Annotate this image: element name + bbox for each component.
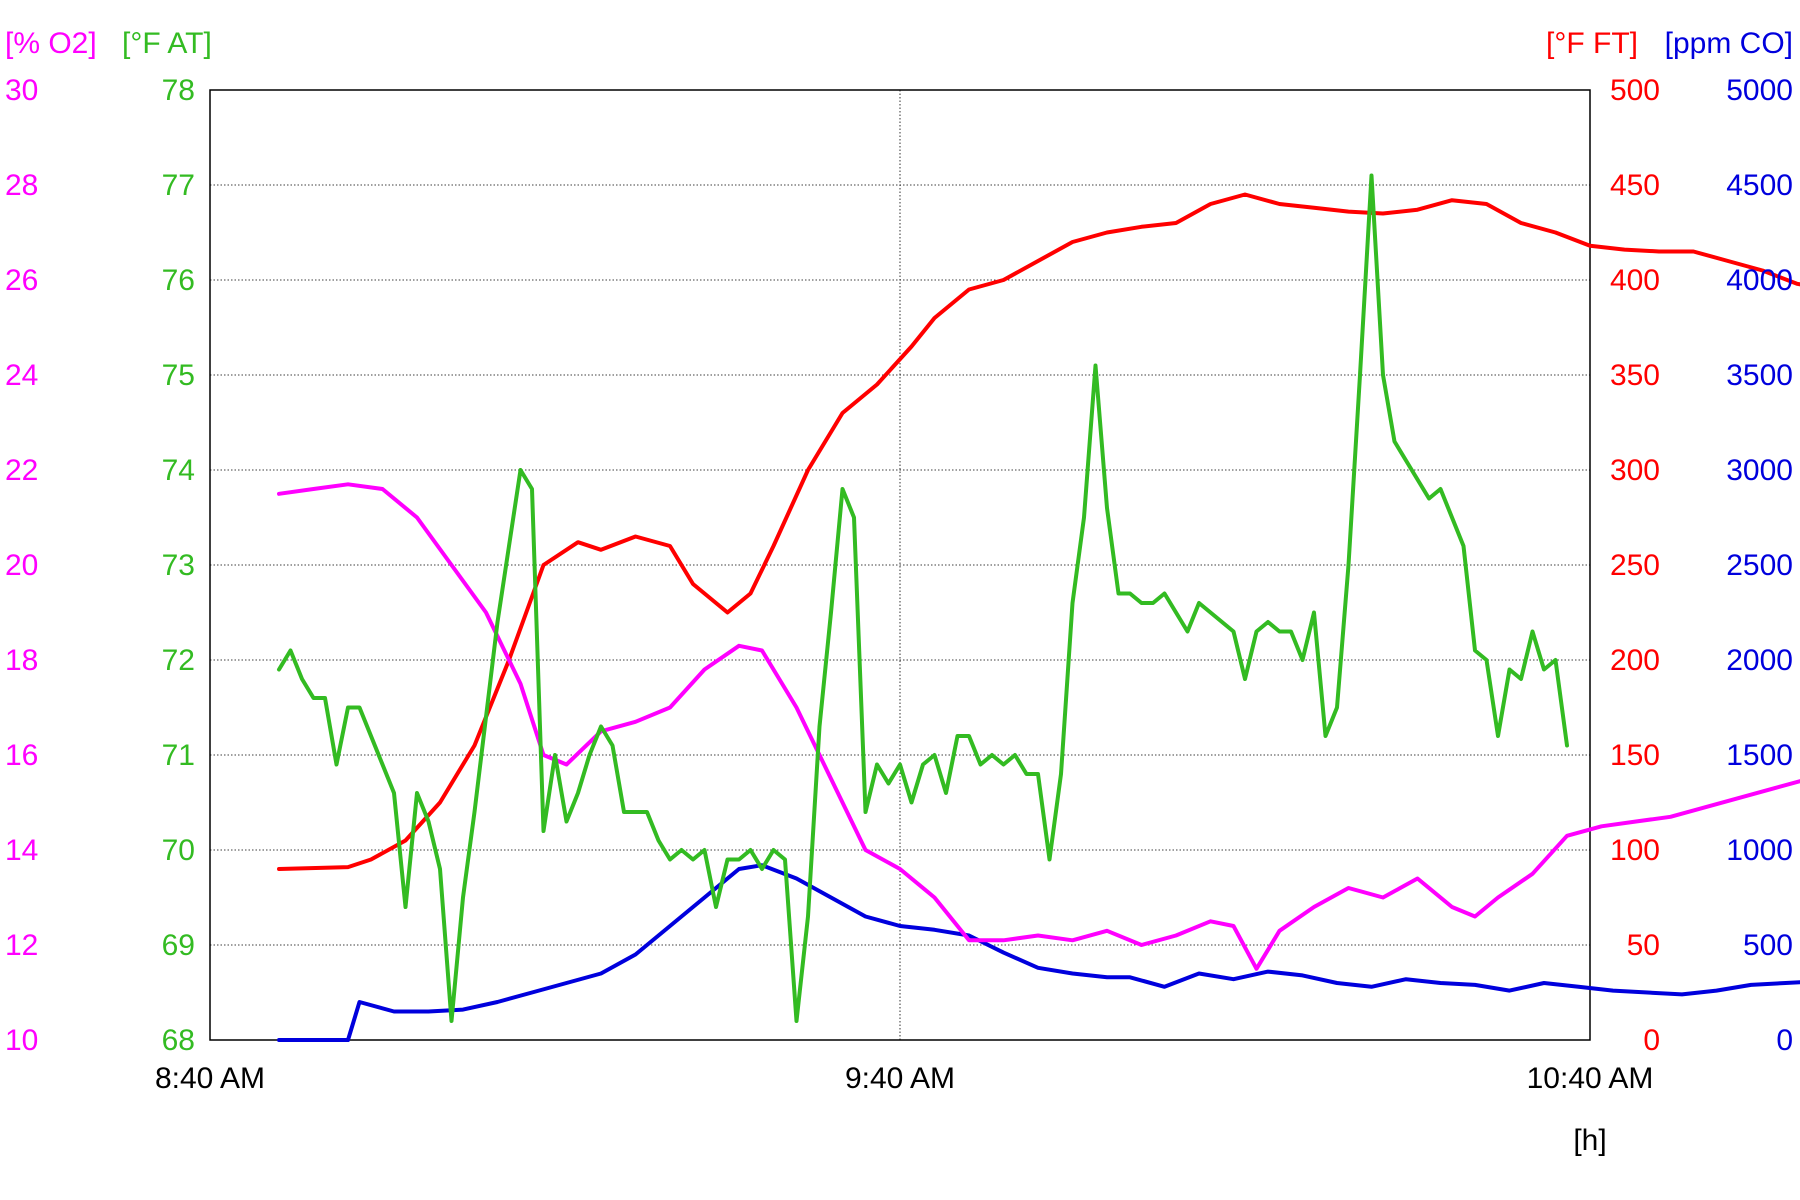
y-tick-label-co: 500 xyxy=(1743,929,1793,962)
grid xyxy=(210,90,1590,1040)
y-tick-label-ft: 500 xyxy=(1610,74,1660,107)
y-tick-label-o2: 14 xyxy=(5,834,38,867)
y-tick-label-ft: 400 xyxy=(1610,264,1660,297)
y-tick-label-at: 72 xyxy=(162,644,195,677)
y-tick-label-o2: 12 xyxy=(5,929,38,962)
y-tick-label-co: 1000 xyxy=(1726,834,1793,867)
y-tick-label-co: 2000 xyxy=(1726,644,1793,677)
y-tick-label-at: 76 xyxy=(162,264,195,297)
y-tick-label-at: 70 xyxy=(162,834,195,867)
axis-label-ft: [°F FT] xyxy=(1546,27,1638,60)
y-tick-label-co: 4500 xyxy=(1726,169,1793,202)
y-tick-label-co: 3000 xyxy=(1726,454,1793,487)
axis-label-o2: [% O2] xyxy=(5,27,97,60)
y-tick-label-at: 71 xyxy=(162,739,195,772)
y-tick-label-o2: 10 xyxy=(5,1024,38,1057)
series-line-co xyxy=(277,863,1800,1042)
y-tick-label-o2: 28 xyxy=(5,169,38,202)
y-tick-label-o2: 30 xyxy=(5,74,38,107)
y-tick-label-at: 78 xyxy=(162,74,195,107)
y-tick-label-at: 68 xyxy=(162,1024,195,1057)
series-line-ft xyxy=(277,192,1800,871)
x-tick-label: 10:40 AM xyxy=(1527,1062,1654,1095)
y-tick-label-ft: 50 xyxy=(1627,929,1660,962)
tick-labels: 10 12 14 16 18 20 22 24 26 28 30 68 69 70 71 72 73 74 75 76… xyxy=(5,74,1793,1057)
y-tick-label-o2: 26 xyxy=(5,264,38,297)
y-tick-label-o2: 22 xyxy=(5,454,38,487)
axis-label-at: [°F AT] xyxy=(122,27,212,60)
y-tick-label-ft: 200 xyxy=(1610,644,1660,677)
y-tick-label-ft: 150 xyxy=(1610,739,1660,772)
y-tick-label-co: 1500 xyxy=(1726,739,1793,772)
y-tick-label-at: 73 xyxy=(162,549,195,582)
axis-label-co: [ppm CO] xyxy=(1665,27,1793,60)
y-tick-label-co: 0 xyxy=(1776,1024,1793,1057)
x-tick-label: 8:40 AM xyxy=(155,1062,265,1095)
y-tick-label-co: 4000 xyxy=(1726,264,1793,297)
y-tick-label-ft: 250 xyxy=(1610,549,1660,582)
y-tick-label-o2: 20 xyxy=(5,549,38,582)
y-tick-label-ft: 350 xyxy=(1610,359,1660,392)
y-tick-label-co: 3500 xyxy=(1726,359,1793,392)
y-tick-label-at: 74 xyxy=(162,454,195,487)
y-tick-label-co: 5000 xyxy=(1726,74,1793,107)
y-tick-label-o2: 16 xyxy=(5,739,38,772)
y-tick-label-ft: 450 xyxy=(1610,169,1660,202)
x-unit-label: [h] xyxy=(1573,1124,1606,1157)
y-tick-label-at: 77 xyxy=(162,169,195,202)
y-tick-label-ft: 0 xyxy=(1643,1024,1660,1057)
series-layer xyxy=(277,173,1800,1042)
y-tick-label-ft: 100 xyxy=(1610,834,1660,867)
series-line-at xyxy=(277,173,1569,1023)
y-tick-label-o2: 24 xyxy=(5,359,38,392)
x-tick-label: 9:40 AM xyxy=(845,1062,955,1095)
y-tick-label-ft: 300 xyxy=(1610,454,1660,487)
y-tick-label-o2: 18 xyxy=(5,644,38,677)
y-tick-label-co: 2500 xyxy=(1726,549,1793,582)
y-tick-label-at: 69 xyxy=(162,929,195,962)
y-tick-label-at: 75 xyxy=(162,359,195,392)
